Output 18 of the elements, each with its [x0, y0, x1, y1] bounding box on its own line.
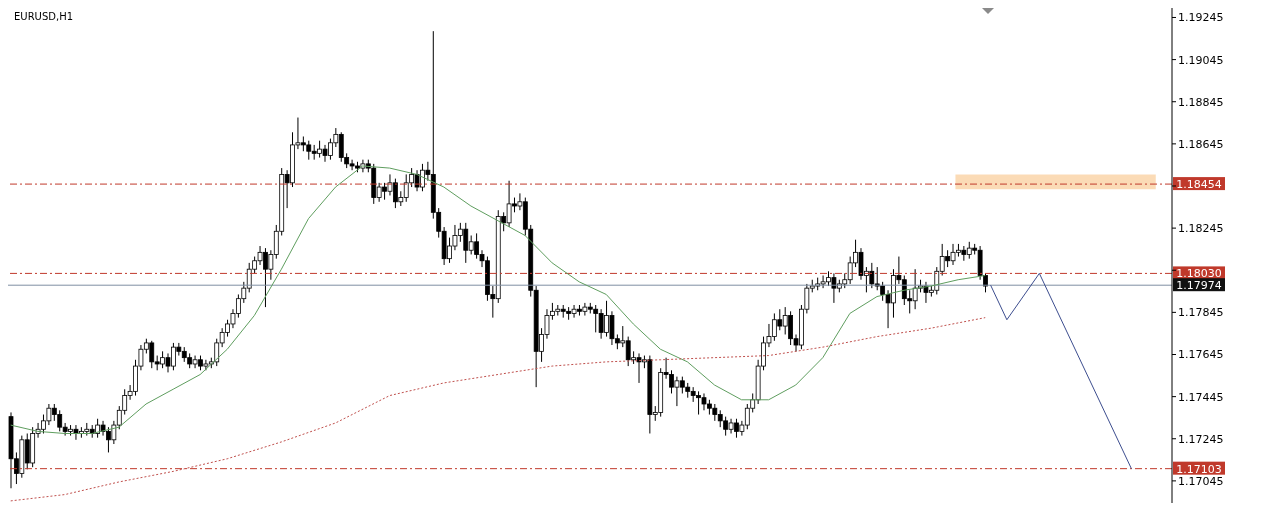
y-tick-label: 1.17445 [1178, 390, 1224, 404]
candlestick [983, 272, 988, 293]
y-tick-label: 1.18845 [1178, 95, 1224, 109]
y-tick-label: 1.19245 [1178, 11, 1224, 25]
ref-line-label: 1.17103 [1176, 462, 1222, 476]
ref-line-label: 1.18030 [1176, 267, 1222, 281]
line-series [990, 272, 1132, 470]
y-tick-label: 1.18645 [1178, 137, 1224, 151]
y-tick-label: 1.17845 [1178, 306, 1224, 320]
ref-line-label: 1.17974 [1176, 279, 1222, 293]
y-tick-label: 1.18245 [1178, 222, 1224, 236]
chart-title: EURUSD,H1 [14, 11, 74, 22]
y-tick-label: 1.19045 [1178, 53, 1224, 67]
ref-line-label: 1.18454 [1176, 178, 1222, 192]
y-tick-label: 1.17645 [1178, 348, 1224, 362]
y-tick-label: 1.17045 [1178, 474, 1224, 488]
y-tick-label: 1.17245 [1178, 432, 1224, 446]
line-series [10, 317, 986, 502]
